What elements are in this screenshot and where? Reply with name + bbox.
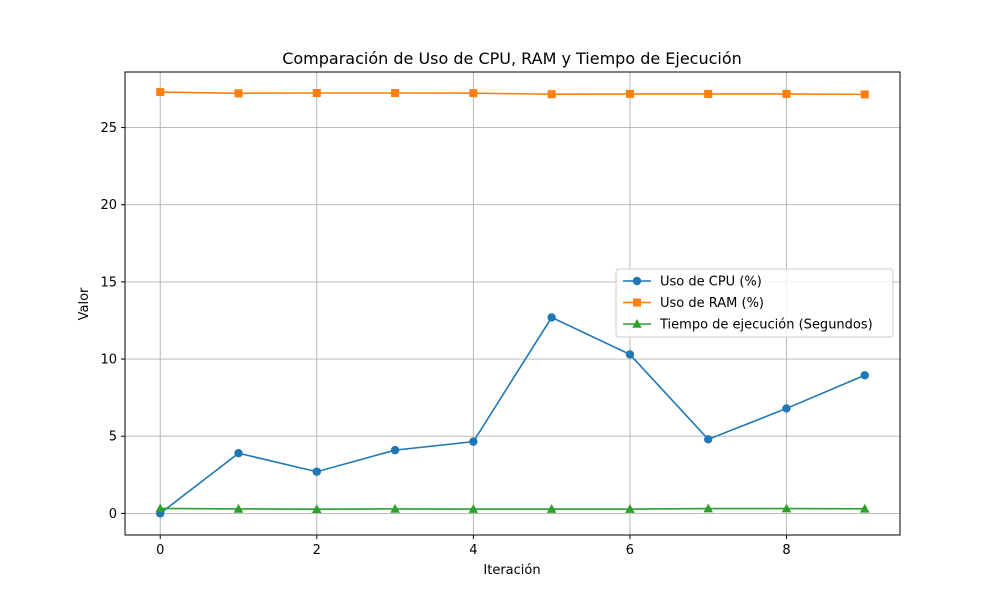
series-line	[160, 507, 865, 511]
legend-label: Tiempo de ejecución (Segundos)	[659, 318, 873, 333]
x-tick-label: 2	[313, 543, 321, 558]
y-tick-label: 15	[100, 275, 117, 290]
legend-label: Uso de CPU (%)	[660, 275, 762, 290]
data-point	[860, 371, 869, 380]
data-point	[782, 404, 791, 413]
series-line	[160, 91, 865, 96]
data-point	[312, 467, 321, 476]
legend-marker	[632, 319, 642, 328]
series-layer	[155, 88, 870, 518]
data-point	[547, 90, 556, 99]
plot-frame	[124, 71, 901, 536]
legend-marker	[632, 276, 642, 286]
x-tick-label: 6	[626, 543, 634, 558]
data-point	[625, 89, 634, 98]
y-tick-label: 5	[109, 430, 117, 445]
data-point	[625, 350, 635, 359]
x-axis-label: Iteración	[483, 563, 540, 578]
data-point	[469, 437, 478, 446]
legend-box	[615, 268, 894, 338]
legend-marker	[633, 298, 641, 307]
x-tick-label: 0	[156, 543, 164, 558]
chart-title: Comparación de Uso de CPU, RAM y Tiempo …	[282, 49, 742, 68]
data-point	[311, 504, 322, 514]
data-point	[390, 503, 400, 513]
data-point	[312, 88, 321, 97]
data-point	[156, 88, 165, 97]
y-tick-label: 0	[109, 507, 117, 522]
data-point	[860, 90, 869, 99]
data-point	[469, 89, 478, 98]
y-tick-label: 20	[100, 198, 117, 213]
data-point	[234, 89, 243, 98]
x-tick-label: 8	[782, 543, 790, 558]
y-tick-label: 10	[100, 353, 117, 368]
data-point	[468, 504, 479, 513]
data-point	[859, 503, 870, 513]
data-point	[390, 445, 400, 455]
grid-layer	[125, 72, 900, 535]
data-point	[233, 503, 244, 513]
data-point	[547, 313, 556, 322]
x-tick-label: 4	[469, 543, 477, 558]
data-point	[704, 89, 713, 98]
data-point	[782, 89, 791, 98]
legend-label: Uso de RAM (%)	[660, 296, 764, 311]
data-point	[704, 435, 713, 444]
data-point	[234, 449, 243, 458]
data-point	[155, 503, 166, 513]
series-line	[159, 316, 866, 515]
data-point	[625, 504, 635, 513]
legend: Uso de CPU (%) Uso de RAM (%) Tiempo de ej…	[615, 268, 894, 338]
data-point	[546, 504, 557, 513]
y-axis-label: Valor	[77, 287, 92, 320]
data-point	[781, 503, 792, 513]
y-tick-label: 25	[100, 121, 117, 136]
axes-layer: 0 2 4 6 8 0 5 10 15 20 25	[100, 71, 901, 558]
data-point	[391, 88, 400, 97]
data-point	[703, 503, 714, 513]
